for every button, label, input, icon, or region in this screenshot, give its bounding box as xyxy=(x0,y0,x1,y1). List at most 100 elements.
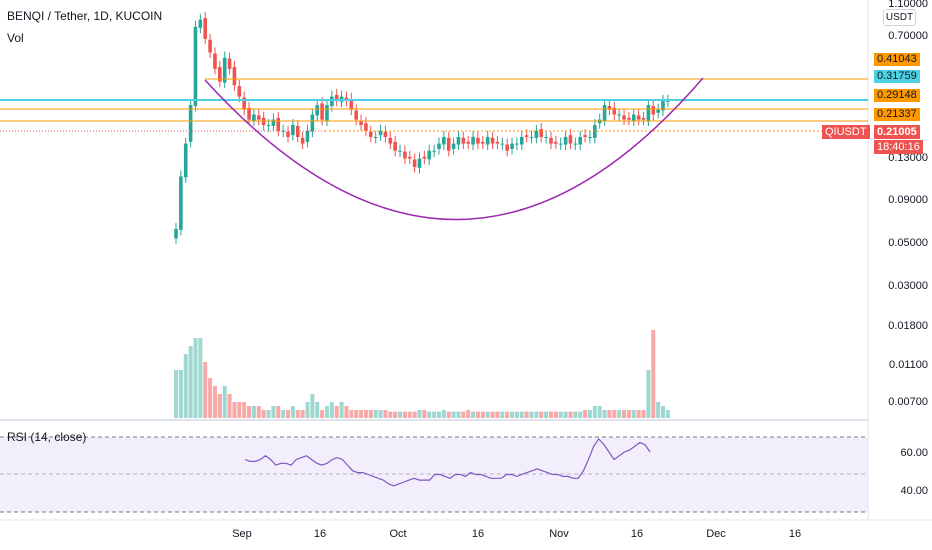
candle[interactable] xyxy=(354,110,358,120)
candle[interactable] xyxy=(369,131,373,137)
candle[interactable] xyxy=(407,156,412,159)
candle[interactable] xyxy=(519,136,524,145)
candle[interactable] xyxy=(656,109,660,113)
candle[interactable] xyxy=(607,106,612,110)
candle[interactable] xyxy=(456,136,461,145)
candle[interactable] xyxy=(403,151,407,159)
candle[interactable] xyxy=(334,94,339,101)
candle[interactable] xyxy=(646,105,651,121)
candle[interactable] xyxy=(232,67,237,86)
candle[interactable] xyxy=(417,158,422,168)
candle[interactable] xyxy=(476,137,480,144)
candle[interactable] xyxy=(330,96,334,107)
candle[interactable] xyxy=(617,114,621,116)
candle[interactable] xyxy=(481,141,485,144)
candle[interactable] xyxy=(256,115,261,120)
candle[interactable] xyxy=(666,100,670,102)
candle[interactable] xyxy=(539,129,544,137)
candle[interactable] xyxy=(227,58,232,69)
candle[interactable] xyxy=(485,136,490,145)
candle[interactable] xyxy=(213,53,217,69)
candle[interactable] xyxy=(266,125,271,127)
candle[interactable] xyxy=(276,117,281,131)
candle[interactable] xyxy=(291,125,295,136)
candle[interactable] xyxy=(398,150,402,152)
candle[interactable] xyxy=(383,131,388,137)
candle[interactable] xyxy=(388,137,393,144)
candle[interactable] xyxy=(627,117,631,120)
candle[interactable] xyxy=(661,100,665,111)
candle[interactable] xyxy=(315,105,320,116)
candle[interactable] xyxy=(534,130,539,138)
candle[interactable] xyxy=(554,141,558,144)
candle[interactable] xyxy=(378,130,383,136)
candle[interactable] xyxy=(515,143,519,145)
candle[interactable] xyxy=(247,107,251,120)
candle[interactable] xyxy=(505,144,509,151)
candle[interactable] xyxy=(281,130,285,132)
candle[interactable] xyxy=(310,114,315,132)
candle[interactable] xyxy=(437,143,441,149)
candle[interactable] xyxy=(568,135,573,144)
candle[interactable] xyxy=(544,136,548,138)
candle[interactable] xyxy=(188,105,193,142)
candle[interactable] xyxy=(651,106,656,115)
candle[interactable] xyxy=(393,141,397,151)
candle[interactable] xyxy=(602,105,607,121)
candle[interactable] xyxy=(524,135,529,137)
candle[interactable] xyxy=(573,143,578,145)
candle[interactable] xyxy=(432,150,436,152)
candle[interactable] xyxy=(320,103,324,120)
candle[interactable] xyxy=(198,19,203,28)
candle[interactable] xyxy=(179,176,183,230)
candle[interactable] xyxy=(641,117,646,120)
candle[interactable] xyxy=(466,141,470,144)
candle[interactable] xyxy=(446,137,451,151)
candle[interactable] xyxy=(222,57,227,83)
candle[interactable] xyxy=(373,136,378,138)
candle[interactable] xyxy=(208,39,212,53)
candle[interactable] xyxy=(495,141,500,144)
candle[interactable] xyxy=(325,105,329,121)
candle[interactable] xyxy=(242,97,246,110)
candle[interactable] xyxy=(558,143,563,145)
candle[interactable] xyxy=(237,86,242,97)
candle[interactable] xyxy=(563,136,568,145)
candle[interactable] xyxy=(300,137,305,144)
candle[interactable] xyxy=(252,114,256,121)
candle[interactable] xyxy=(359,120,363,126)
candle[interactable] xyxy=(471,136,475,145)
rsi-legend[interactable]: RSI (14, close) xyxy=(7,430,87,444)
candle[interactable] xyxy=(422,156,427,159)
candle[interactable] xyxy=(364,123,368,131)
candle[interactable] xyxy=(500,143,505,145)
candle[interactable] xyxy=(193,26,198,107)
candle[interactable] xyxy=(578,136,583,145)
candle[interactable] xyxy=(271,119,276,126)
candle[interactable] xyxy=(174,228,178,239)
candle[interactable] xyxy=(588,136,592,138)
candle[interactable] xyxy=(510,143,514,149)
candle[interactable] xyxy=(451,143,456,149)
candle[interactable] xyxy=(286,131,290,137)
candle[interactable] xyxy=(442,136,446,145)
candle[interactable] xyxy=(218,67,222,82)
symbol-legend[interactable]: BENQI / Tether, 1D, KUCOIN xyxy=(7,9,163,23)
candle[interactable] xyxy=(612,107,617,115)
volume-legend[interactable]: Vol xyxy=(7,31,24,45)
candle[interactable] xyxy=(305,130,310,142)
candle[interactable] xyxy=(203,17,208,39)
candle[interactable] xyxy=(529,136,534,138)
candle[interactable] xyxy=(549,137,553,144)
candle[interactable] xyxy=(490,137,495,144)
candle[interactable] xyxy=(622,115,626,120)
rounding-bottom-arc[interactable] xyxy=(204,77,704,221)
candle[interactable] xyxy=(461,137,466,144)
candle[interactable] xyxy=(427,150,432,160)
currency-button[interactable]: USDT xyxy=(883,9,916,26)
candle[interactable] xyxy=(412,159,417,168)
candle[interactable] xyxy=(349,98,354,110)
candle[interactable] xyxy=(636,115,641,120)
candle[interactable] xyxy=(183,143,188,178)
